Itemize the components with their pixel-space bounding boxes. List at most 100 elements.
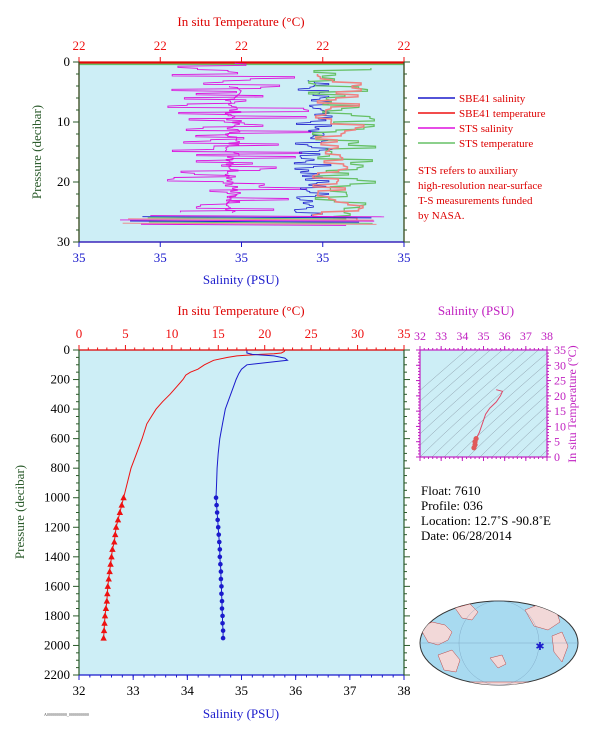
bottom-trace <box>120 219 375 222</box>
bottom-trace <box>140 223 347 226</box>
y-tick-label: 400 <box>51 401 71 416</box>
salinity-marker <box>220 620 225 626</box>
legend-label: SBE41 temperature <box>459 108 546 120</box>
bottom-tick-label: 33 <box>127 683 140 698</box>
density-contour <box>420 350 515 435</box>
full-profile-traces <box>100 350 289 641</box>
bottom-tick-label: 35 <box>235 683 248 698</box>
density-contour <box>420 350 467 391</box>
bottom-trace <box>142 216 372 219</box>
legend-item-sbe41-temperature: SBE41 temperature <box>418 108 546 120</box>
full-profile-axes: 0 5 10 15 20 25 30 35 32 33 34 35 36 37 38 0 200 400 600 80… <box>44 326 411 698</box>
top-tick-label: 22 <box>73 38 86 53</box>
full-profile-bottom-axis-label: Salinity (PSU) <box>203 706 279 721</box>
top-tick-label: 5 <box>122 326 129 341</box>
ts-top-tick-label: 33 <box>435 329 447 343</box>
top-tick-label: 22 <box>316 38 329 53</box>
density-contour <box>503 416 547 457</box>
note-line: STS refers to auxiliary <box>418 165 518 177</box>
salinity-marker <box>219 591 224 597</box>
salinity-marker <box>215 517 220 523</box>
top-tick-label: 0 <box>76 326 83 341</box>
ts-top-tick-label: 38 <box>541 329 553 343</box>
temperature-marker <box>104 582 111 589</box>
ts-top-tick-label: 34 <box>456 329 468 343</box>
near-surface-axes: 22 22 22 22 22 35 35 35 35 35 0 10 20 30 <box>57 38 411 265</box>
top-tick-label: 22 <box>398 38 411 53</box>
ts-top-tick-label: 35 <box>478 329 490 343</box>
bottom-tick-label: 32 <box>73 683 86 698</box>
sts-temperature-trace <box>307 68 377 219</box>
temperature-marker <box>107 560 114 567</box>
ts-right-tick-label: 35 <box>554 343 566 357</box>
bottom-tick-label: 35 <box>154 250 167 265</box>
bottom-tick-label: 35 <box>316 250 329 265</box>
ts-top-tick-label: 36 <box>499 329 511 343</box>
bottom-trace <box>122 222 377 225</box>
bottom-trace <box>130 220 360 223</box>
density-contour <box>515 427 547 457</box>
density-contour <box>420 350 539 457</box>
density-contour <box>527 438 547 457</box>
density-contour <box>420 350 503 424</box>
ts-top-axis-label: Salinity (PSU) <box>438 303 514 318</box>
note-line: by NASA. <box>418 210 465 222</box>
near-surface-top-axis-label: In situ Temperature (°C) <box>177 14 304 29</box>
bottom-tick-label: 37 <box>343 683 357 698</box>
top-tick-label: 30 <box>351 326 364 341</box>
y-tick-label: 0 <box>64 342 71 357</box>
ts-right-tick-label: 20 <box>554 389 566 403</box>
ts-top-tick-label: 32 <box>414 329 426 343</box>
full-profile-plot-area <box>79 350 404 675</box>
top-tick-label: 10 <box>165 326 178 341</box>
top-tick-label: 22 <box>235 38 248 53</box>
salinity-marker <box>217 554 223 560</box>
location: Location: 12.7˚S -90.8˚E <box>421 513 551 528</box>
y-tick-label: 20 <box>57 174 70 189</box>
salinity-marker <box>218 561 223 567</box>
y-tick-label: 1600 <box>44 578 70 593</box>
bottom-tick-label: 34 <box>181 683 195 698</box>
map-graticule <box>420 600 578 686</box>
ts-top-tick-label: 37 <box>520 329 532 343</box>
density-contour <box>443 362 547 457</box>
bottom-tick-label: 35 <box>398 250 411 265</box>
density-contour <box>491 405 547 457</box>
sts-salinity-trace <box>224 86 242 213</box>
top-tick-label: 22 <box>154 38 167 53</box>
note-line: high-resolution near-surface <box>418 180 542 192</box>
top-tick-label: 25 <box>305 326 318 341</box>
legend-item-sts-temperature: STS temperature <box>418 138 533 150</box>
salinity-marker <box>219 598 225 604</box>
salinity-marker <box>220 628 226 633</box>
salinity-marker <box>217 547 223 552</box>
near-surface-traces <box>79 62 404 226</box>
temperature-marker <box>118 501 125 508</box>
full-profile-y-axis-label: Pressure (decibar) <box>12 465 27 559</box>
bottom-trace <box>148 221 373 224</box>
ts-right-tick-label: 15 <box>554 404 566 418</box>
top-tick-label: 35 <box>398 326 411 341</box>
density-contour <box>576 340 601 457</box>
ts-point <box>473 436 479 442</box>
density-contour <box>431 352 547 457</box>
salinity-marker <box>220 613 225 619</box>
float-id: Float: 7610 <box>421 483 481 498</box>
temperature-marker <box>100 634 107 641</box>
temperature-marker <box>101 612 109 619</box>
density-contour <box>420 350 479 402</box>
temperature-marker <box>105 575 112 582</box>
density-contour <box>467 383 547 457</box>
bottom-trace <box>147 217 347 220</box>
legend: SBE41 salinity SBE41 temperature STS sal… <box>418 93 546 150</box>
near-surface-chart: 22 22 22 22 22 35 35 35 35 35 0 10 20 30 In situ Temp… <box>29 14 411 287</box>
y-tick-label: 600 <box>51 431 71 446</box>
legend-label: STS temperature <box>459 138 533 150</box>
ts-right-tick-label: 10 <box>554 419 566 433</box>
y-tick-label: 0 <box>64 54 71 69</box>
temperature-marker <box>103 597 111 604</box>
full-profile-chart: 0 5 10 15 20 25 30 35 32 33 34 35 36 37 38 0 200 400 600 80… <box>12 303 411 721</box>
temperature-marker <box>100 627 108 634</box>
y-tick-label: 1000 <box>44 490 70 505</box>
